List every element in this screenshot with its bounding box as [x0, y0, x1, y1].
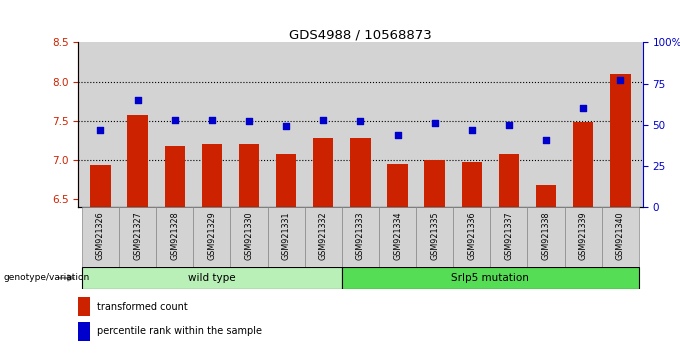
- Bar: [127, 115, 148, 207]
- Point: [318, 117, 328, 123]
- Bar: [82, 267, 342, 289]
- Bar: [202, 144, 222, 207]
- Bar: [424, 160, 445, 207]
- Bar: [602, 207, 639, 267]
- Point: [541, 137, 551, 142]
- Text: GSM921335: GSM921335: [430, 211, 439, 260]
- Point: [243, 119, 254, 124]
- Point: [281, 124, 292, 129]
- Point: [95, 127, 106, 132]
- Text: GSM921339: GSM921339: [579, 211, 588, 260]
- Bar: [82, 207, 119, 267]
- Bar: [388, 164, 408, 207]
- Point: [207, 117, 218, 123]
- Bar: [78, 322, 90, 341]
- Point: [355, 119, 366, 124]
- Text: GSM921331: GSM921331: [282, 211, 290, 260]
- Bar: [165, 146, 185, 207]
- Text: GSM921340: GSM921340: [616, 211, 625, 260]
- Bar: [193, 207, 231, 267]
- Point: [503, 122, 514, 128]
- Text: GSM921337: GSM921337: [505, 211, 513, 260]
- Bar: [350, 138, 371, 207]
- Bar: [313, 138, 333, 207]
- Bar: [305, 207, 342, 267]
- Text: GSM921333: GSM921333: [356, 211, 365, 260]
- Text: transformed count: transformed count: [97, 302, 188, 312]
- Bar: [119, 207, 156, 267]
- Text: GSM921334: GSM921334: [393, 211, 402, 260]
- Bar: [342, 207, 379, 267]
- Point: [169, 117, 180, 123]
- Bar: [610, 74, 630, 207]
- Bar: [267, 207, 305, 267]
- Point: [578, 105, 589, 111]
- Point: [615, 78, 626, 83]
- Bar: [462, 162, 482, 207]
- Text: Srlp5 mutation: Srlp5 mutation: [452, 273, 529, 283]
- Bar: [536, 185, 556, 207]
- Bar: [78, 297, 90, 316]
- Bar: [416, 207, 454, 267]
- Text: percentile rank within the sample: percentile rank within the sample: [97, 326, 262, 337]
- Bar: [239, 144, 259, 207]
- Text: GSM921338: GSM921338: [541, 211, 551, 260]
- Bar: [498, 154, 519, 207]
- Title: GDS4988 / 10568873: GDS4988 / 10568873: [289, 28, 432, 41]
- Text: GSM921329: GSM921329: [207, 211, 216, 260]
- Text: GSM921336: GSM921336: [467, 211, 476, 260]
- Point: [429, 120, 440, 126]
- Text: wild type: wild type: [188, 273, 236, 283]
- Text: genotype/variation: genotype/variation: [3, 273, 90, 282]
- Bar: [564, 207, 602, 267]
- Bar: [276, 154, 296, 207]
- Bar: [528, 207, 564, 267]
- Bar: [90, 165, 111, 207]
- Bar: [573, 122, 594, 207]
- Text: GSM921328: GSM921328: [170, 211, 180, 260]
- Point: [466, 127, 477, 132]
- Point: [132, 97, 143, 103]
- Bar: [454, 207, 490, 267]
- Text: GSM921332: GSM921332: [319, 211, 328, 260]
- Bar: [342, 267, 639, 289]
- Point: [392, 132, 403, 137]
- Bar: [490, 207, 528, 267]
- Text: GSM921326: GSM921326: [96, 211, 105, 260]
- Bar: [231, 207, 267, 267]
- Text: GSM921330: GSM921330: [245, 211, 254, 260]
- Bar: [379, 207, 416, 267]
- Bar: [156, 207, 193, 267]
- Text: GSM921327: GSM921327: [133, 211, 142, 260]
